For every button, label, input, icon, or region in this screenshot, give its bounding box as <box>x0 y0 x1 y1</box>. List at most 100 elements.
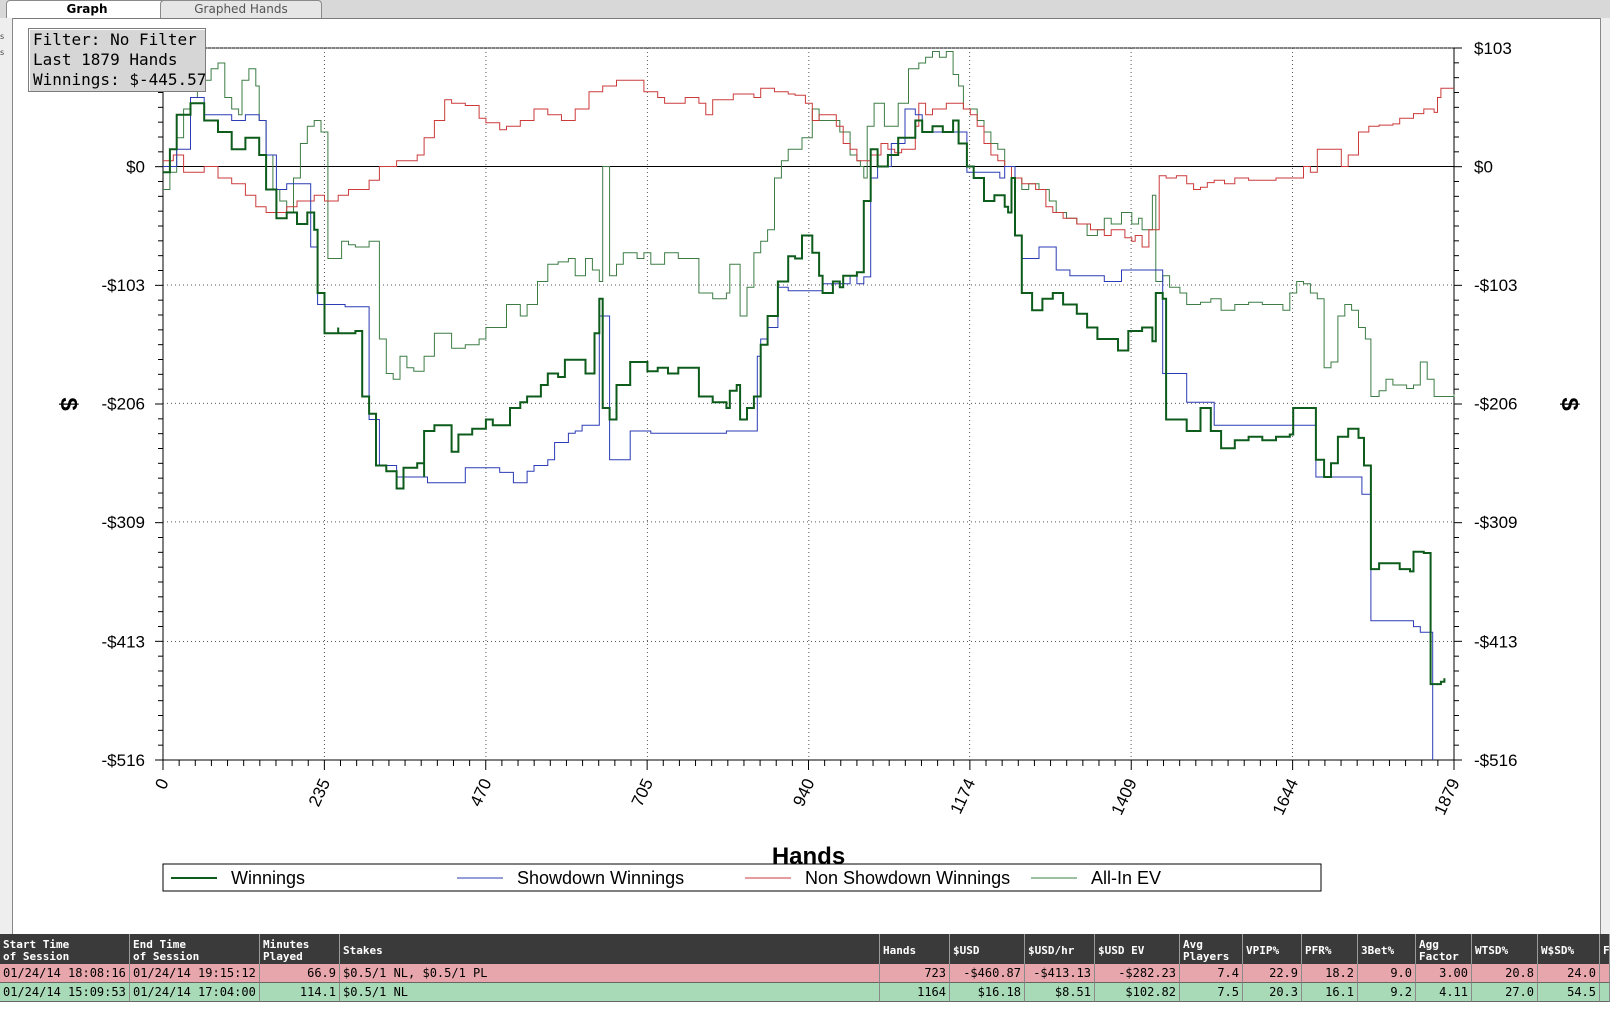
cell-wtsd: 20.8 <box>1472 964 1538 983</box>
column-header-usd-ev[interactable]: $USD EV <box>1095 934 1180 964</box>
cell-f <box>1600 964 1610 983</box>
y-tick-label-left: -$516 <box>102 751 145 770</box>
hands-count-label: Last 1879 Hands <box>33 50 178 69</box>
column-header-stakes[interactable]: Stakes <box>340 934 880 964</box>
y-tick-label-left: -$103 <box>102 276 145 295</box>
y-tick-label-right: -$516 <box>1474 751 1517 770</box>
x-tick-label: 1644 <box>1269 776 1302 818</box>
cell-pfr: 16.1 <box>1302 983 1358 1002</box>
right-panel-edge <box>1600 18 1610 938</box>
column-header-line2: Players <box>1183 950 1230 963</box>
cell-wsd: 24.0 <box>1538 964 1600 983</box>
tab-bar: Graph Graphed Hands <box>0 0 1610 19</box>
column-header-wtsd[interactable]: WTSD% <box>1472 934 1538 964</box>
column-header-line1: F <box>1603 944 1610 957</box>
cell-agg-factor: 3.00 <box>1416 964 1472 983</box>
x-tick-label: 0 <box>151 776 172 793</box>
y-tick-label-right: $0 <box>1474 157 1493 176</box>
y-axis-title-left: $ <box>55 397 82 411</box>
column-header-line2: of Session <box>133 950 200 963</box>
left-panel-edge: s s <box>0 18 13 938</box>
column-header-f[interactable]: F <box>1600 934 1610 964</box>
cell-pfr: 18.2 <box>1302 964 1358 983</box>
cell-usd-ev: $102.82 <box>1095 983 1180 1002</box>
column-header-line1: PFR% <box>1305 944 1332 957</box>
tab-graphed-hands[interactable]: Graphed Hands <box>160 0 322 18</box>
cell-usd: -$460.87 <box>950 964 1025 983</box>
column-header-start-time[interactable]: Start Time of Session <box>0 934 130 964</box>
cell-wsd: 54.5 <box>1538 983 1600 1002</box>
column-header-line1: 3Bet% <box>1361 944 1395 957</box>
column-header-line2: Played <box>263 950 303 963</box>
y-tick-label-right: $103 <box>1474 39 1512 58</box>
winnings-graph: $103$103$0$0-$103-$103-$206-$206-$309-$3… <box>55 39 1583 892</box>
x-tick-label: 1879 <box>1430 776 1463 818</box>
y-tick-label-left: -$413 <box>102 633 145 652</box>
column-header-minutes-played[interactable]: Minutes Played <box>260 934 340 964</box>
column-header-line1: $USD <box>953 944 980 957</box>
column-header-line1: Hands <box>883 944 917 957</box>
cell-end-time: 01/24/14 17:04:00 <box>130 983 260 1002</box>
y-tick-label-left: -$309 <box>102 513 145 532</box>
column-header-line1: Avg <box>1183 938 1203 951</box>
cell-start-time: 01/24/14 18:08:16 <box>0 964 130 983</box>
table-row[interactable]: 01/24/14 15:09:53 01/24/14 17:04:00 114.1 $… <box>0 983 1610 1002</box>
cell-usd-per-hour: $8.51 <box>1025 983 1095 1002</box>
column-header-line1: $USD EV <box>1098 944 1145 957</box>
winnings-label: Winnings: $-445.57 <box>33 70 207 89</box>
cell-start-time: 01/24/14 15:09:53 <box>0 983 130 1002</box>
table-row[interactable]: 01/24/14 18:08:16 01/24/14 19:15:12 66.9 $0… <box>0 964 1610 983</box>
column-header-line1: End Time <box>133 938 186 951</box>
tab-graph[interactable]: Graph <box>6 0 168 18</box>
column-header-3bet[interactable]: 3Bet% <box>1358 934 1416 964</box>
cell-hands: 1164 <box>880 983 950 1002</box>
legend-all-in-ev-label: All-In EV <box>1091 868 1161 888</box>
cell-minutes-played: 66.9 <box>260 964 340 983</box>
x-tick-label: 470 <box>466 776 495 810</box>
y-tick-label-right: -$206 <box>1474 394 1517 413</box>
y-tick-label-left: -$206 <box>102 394 145 413</box>
table-header-row: Start Time of Session End Time of Session Mi… <box>0 934 1610 964</box>
cell-vpip: 20.3 <box>1243 983 1302 1002</box>
filter-label: Filter: No Filter <box>33 30 197 49</box>
sessions-table: Start Time of Session End Time of Session Mi… <box>0 934 1610 1010</box>
column-header-avg-players[interactable]: Avg Players <box>1180 934 1243 964</box>
column-header-end-time[interactable]: End Time of Session <box>130 934 260 964</box>
cell-avg-players: 7.4 <box>1180 964 1243 983</box>
column-header-line1: Start Time <box>3 938 70 951</box>
cell-3bet: 9.2 <box>1358 983 1416 1002</box>
cell-vpip: 22.9 <box>1243 964 1302 983</box>
column-header-hands[interactable]: Hands <box>880 934 950 964</box>
y-tick-label-right: -$413 <box>1474 633 1517 652</box>
cell-end-time: 01/24/14 19:15:12 <box>130 964 260 983</box>
legend-showdown-winnings-label: Showdown Winnings <box>517 868 684 888</box>
column-header-vpip[interactable]: VPIP% <box>1243 934 1302 964</box>
column-header-usd-per-hour[interactable]: $USD/hr <box>1025 934 1095 964</box>
cell-stakes: $0.5/1 NL, $0.5/1 PL <box>340 964 880 983</box>
legend-non-showdown-winnings-label: Non Showdown Winnings <box>805 868 1010 888</box>
y-tick-label-right: -$103 <box>1474 276 1517 295</box>
y-tick-label-right: -$309 <box>1474 513 1517 532</box>
left-panel-fragment: s <box>0 48 5 57</box>
cell-usd: $16.18 <box>950 983 1025 1002</box>
cell-hands: 723 <box>880 964 950 983</box>
column-header-usd[interactable]: $USD <box>950 934 1025 964</box>
filter-summary-box: Filter: No Filter Last 1879 Hands Winnin… <box>28 28 206 92</box>
x-tick-label: 705 <box>628 776 657 810</box>
column-header-wsd[interactable]: W$SD% <box>1538 934 1600 964</box>
legend-box <box>162 863 1322 892</box>
column-header-line1: W$SD% <box>1541 944 1575 957</box>
column-header-line2: Factor <box>1419 950 1459 963</box>
column-header-line1: Stakes <box>343 944 383 957</box>
all-in-ev-series-line <box>163 51 1455 397</box>
column-header-agg-factor[interactable]: Agg Factor <box>1416 934 1472 964</box>
left-panel-fragment: s <box>0 32 5 41</box>
column-header-line1: VPIP% <box>1246 944 1280 957</box>
cell-f <box>1600 983 1610 1002</box>
column-header-pfr[interactable]: PFR% <box>1302 934 1358 964</box>
cell-avg-players: 7.5 <box>1180 983 1243 1002</box>
y-tick-label-left: $0 <box>126 157 145 176</box>
winnings-series-line <box>163 102 1446 686</box>
cell-usd-per-hour: -$413.13 <box>1025 964 1095 983</box>
column-header-line2: of Session <box>3 950 70 963</box>
